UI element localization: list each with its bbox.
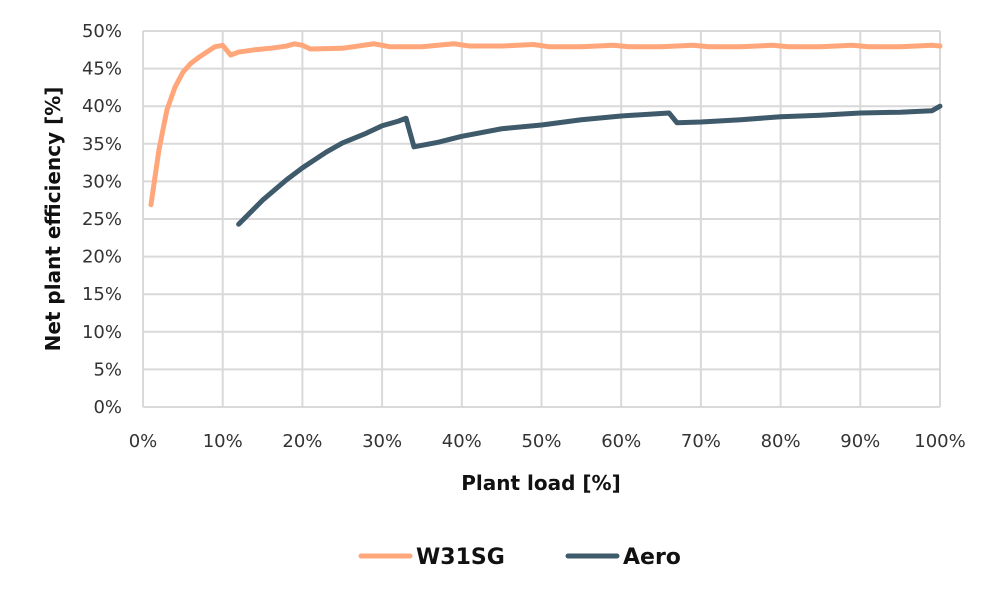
x-tick-label: 50% [521,431,561,452]
y-axis-title: Net plant efficiency [%] [41,87,65,352]
x-tick-label: 70% [681,431,721,452]
x-tick-label: 20% [282,431,322,452]
x-tick-label: 100% [914,431,965,452]
x-tick-label: 10% [203,431,243,452]
y-tick-label: 10% [82,322,122,343]
series-line-w31sg [148,41,943,208]
x-tick-label: 60% [601,431,641,452]
y-tick-label: 0% [93,397,122,418]
x-tick-label: 30% [362,431,402,452]
x-tick-label: 40% [442,431,482,452]
y-tick-label: 20% [82,247,122,268]
series-line-aero [236,103,943,227]
x-axis-title: Plant load [%] [461,471,620,495]
legend: W31SG Aero [358,545,681,570]
y-tick-label: 45% [82,59,122,80]
y-tick-label: 40% [82,96,122,117]
legend-label: W31SG [416,545,505,570]
y-tick-label: 35% [82,134,122,155]
x-tick-label: 80% [761,431,801,452]
y-tick-label: 15% [82,284,122,305]
x-tick-label: 0% [129,431,158,452]
y-tick-label: 30% [82,171,122,192]
y-tick-label: 50% [82,21,122,42]
legend-label: Aero [623,545,681,570]
x-tick-label: 90% [840,431,880,452]
y-tick-label: 5% [93,359,122,380]
y-tick-label: 25% [82,209,122,230]
